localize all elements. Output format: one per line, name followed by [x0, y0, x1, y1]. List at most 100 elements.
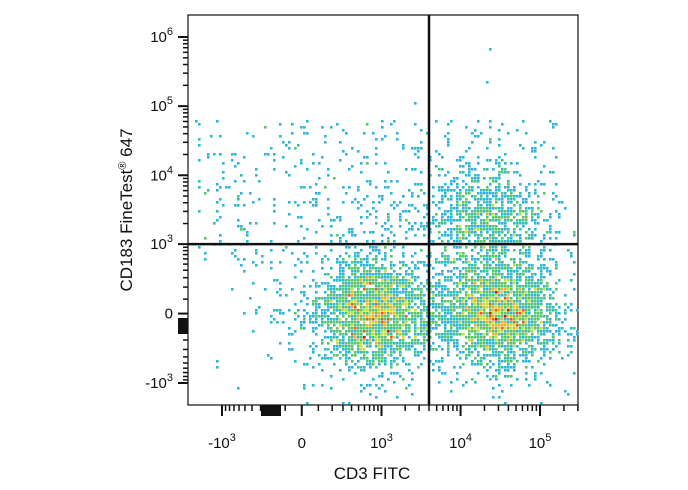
density-dot	[372, 291, 375, 294]
density-dot	[504, 327, 507, 330]
density-dot	[456, 267, 459, 270]
density-dot	[528, 192, 531, 195]
density-dot	[390, 327, 393, 330]
density-dot	[423, 264, 426, 267]
density-dot	[522, 327, 525, 330]
density-dot	[492, 324, 495, 327]
density-dot	[546, 309, 549, 312]
density-dot	[513, 303, 516, 306]
density-dot	[420, 297, 423, 300]
density-dot	[333, 333, 336, 336]
density-dot	[555, 324, 558, 327]
density-dot	[573, 336, 576, 339]
density-dot	[549, 294, 552, 297]
density-dot	[468, 240, 471, 243]
density-dot	[408, 300, 411, 303]
density-dot	[438, 201, 441, 204]
density-dot	[468, 345, 471, 348]
density-dot	[537, 291, 540, 294]
density-dot	[327, 318, 330, 321]
density-dot	[531, 264, 534, 267]
density-dot	[474, 282, 477, 285]
density-dot	[312, 342, 315, 345]
density-dot	[399, 201, 402, 204]
density-dot	[372, 360, 375, 363]
density-dot	[219, 198, 222, 201]
density-dot	[384, 327, 387, 330]
density-dot	[357, 318, 360, 321]
density-dot	[510, 348, 513, 351]
density-dot	[336, 279, 339, 282]
density-dot	[534, 285, 537, 288]
density-dot	[351, 267, 354, 270]
density-dot	[456, 234, 459, 237]
density-dot	[366, 282, 369, 285]
density-dot	[477, 267, 480, 270]
density-dot	[549, 312, 552, 315]
density-dot	[480, 189, 483, 192]
density-dot	[384, 255, 387, 258]
density-dot	[477, 225, 480, 228]
density-dot	[348, 342, 351, 345]
density-dot	[480, 285, 483, 288]
density-dot	[405, 342, 408, 345]
density-dot	[480, 132, 483, 135]
y-tick-label: 104	[150, 164, 173, 184]
density-dot	[498, 291, 501, 294]
density-dot	[510, 318, 513, 321]
density-dot	[354, 258, 357, 261]
density-dot	[408, 204, 411, 207]
density-dot	[516, 162, 519, 165]
density-dot	[381, 282, 384, 285]
density-dot	[300, 291, 303, 294]
density-dot	[405, 291, 408, 294]
density-dot	[375, 210, 378, 213]
density-dot	[471, 279, 474, 282]
density-dot	[477, 285, 480, 288]
density-dot	[543, 246, 546, 249]
density-dot	[513, 342, 516, 345]
density-dot	[402, 339, 405, 342]
density-dot	[477, 174, 480, 177]
density-dot	[399, 330, 402, 333]
density-dot	[495, 255, 498, 258]
density-dot	[462, 207, 465, 210]
density-dot	[405, 333, 408, 336]
density-dot	[300, 270, 303, 273]
density-dot	[480, 240, 483, 243]
density-dot	[324, 297, 327, 300]
density-dot	[246, 234, 249, 237]
density-dot	[528, 270, 531, 273]
density-dot	[504, 276, 507, 279]
density-dot	[435, 213, 438, 216]
density-dot	[276, 279, 279, 282]
density-dot	[471, 303, 474, 306]
density-dot	[519, 207, 522, 210]
density-dot	[507, 216, 510, 219]
density-dot	[294, 312, 297, 315]
x-tick-label: -103	[208, 432, 236, 452]
density-dot	[414, 168, 417, 171]
density-dot	[489, 339, 492, 342]
density-dot	[363, 309, 366, 312]
density-dot	[438, 153, 441, 156]
density-dot	[441, 300, 444, 303]
density-dot	[528, 207, 531, 210]
density-dot	[354, 300, 357, 303]
density-dot	[528, 288, 531, 291]
density-dot	[276, 321, 279, 324]
density-dot	[549, 171, 552, 174]
density-dot	[324, 300, 327, 303]
density-dot	[378, 306, 381, 309]
density-dot	[495, 315, 498, 318]
density-dot	[438, 186, 441, 189]
density-dot	[495, 249, 498, 252]
density-dot	[525, 279, 528, 282]
density-dot	[393, 291, 396, 294]
density-dot	[501, 210, 504, 213]
density-dot	[483, 222, 486, 225]
density-dot	[540, 270, 543, 273]
density-dot	[477, 351, 480, 354]
density-dot	[447, 306, 450, 309]
density-dot	[315, 300, 318, 303]
